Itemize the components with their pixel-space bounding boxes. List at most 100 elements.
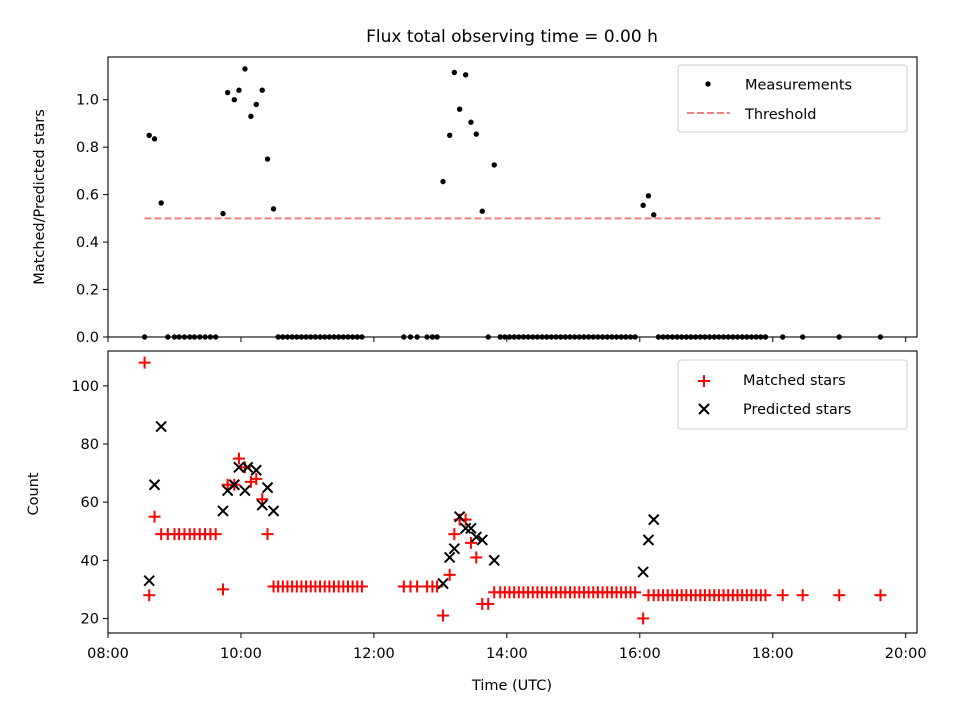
- matched-star-point: [874, 589, 887, 602]
- bottom-panel-frame: [107, 350, 918, 634]
- matched-star-point: [464, 536, 477, 549]
- predicted-star-point: [261, 481, 274, 494]
- matched-star-point: [759, 589, 772, 602]
- measurement-point: [264, 156, 271, 162]
- predicted-star-point: [488, 554, 500, 567]
- matched-star-point: [470, 551, 483, 564]
- matched-star-point: [250, 472, 263, 485]
- predicted-star-point: [256, 499, 268, 511]
- bottom-legend: Matched stars Predicted stars: [677, 359, 908, 430]
- top-y-tick-label: 0.2: [76, 283, 99, 299]
- predicted-star-point: [437, 577, 449, 590]
- x-tick-label: 12:00: [353, 646, 395, 662]
- legend-measurements-marker: [705, 81, 711, 87]
- predicted-star-point: [443, 551, 456, 564]
- top-y-tick-label: 0.4: [76, 235, 99, 251]
- measurement-point: [491, 162, 497, 168]
- predicted-star-point: [637, 566, 649, 578]
- measurement-point: [645, 193, 652, 199]
- predicted-star-point: [267, 505, 280, 517]
- top-y-axis-label: Matched/Predicted stars: [32, 109, 48, 285]
- predicted-star-point: [453, 511, 466, 523]
- measurement-point: [270, 206, 277, 212]
- top-y-tick-label: 0.8: [76, 140, 99, 156]
- matched-star-point: [833, 589, 846, 602]
- predicted-star-point: [217, 505, 229, 517]
- predicted-star-point: [476, 534, 488, 546]
- measurement-point: [146, 132, 152, 139]
- matched-star-point: [217, 583, 230, 596]
- legend-predicted-marker: [698, 403, 710, 415]
- measurement-point: [446, 132, 453, 139]
- top-panel-frame: [107, 56, 918, 338]
- bottom-y-tick-label: 40: [81, 553, 99, 569]
- top-panel-ticks: 0.0 0.2 0.4 0.6 0.8 1.0: [76, 93, 907, 346]
- predicted-star-point: [148, 479, 161, 491]
- matched-star-point: [261, 528, 274, 541]
- bottom-y-tick-label: 80: [81, 437, 99, 453]
- predicted-star-point: [233, 461, 245, 473]
- measurement-point: [151, 136, 158, 142]
- measurement-point: [220, 210, 226, 217]
- matched-star-point: [443, 568, 456, 581]
- measurement-point: [462, 72, 469, 78]
- bottom-y-tick-label: 20: [81, 611, 99, 627]
- matched-star-point: [256, 493, 269, 506]
- predicted-star-point: [448, 542, 461, 555]
- predicted-star-point: [648, 513, 660, 526]
- predicted-star-point: [470, 531, 482, 543]
- predicted-star-point: [642, 534, 655, 546]
- matched-star-point: [437, 609, 450, 622]
- measurement-point: [468, 119, 474, 125]
- measurement-point: [231, 97, 238, 103]
- matched-star-point: [209, 528, 222, 541]
- legend-matched-label: Matched stars: [743, 373, 846, 389]
- top-panel: 0.0 0.2 0.4 0.6 0.8 1.0 Matched/Predicted sta…: [32, 56, 918, 346]
- x-axis-label: Time (UTC): [471, 678, 552, 694]
- legend-predicted-label: Predicted stars: [743, 402, 851, 418]
- measurement-point: [473, 131, 479, 137]
- matched-star-point: [448, 528, 461, 541]
- matched-star-point: [482, 597, 495, 610]
- top-legend-frame: [677, 64, 908, 133]
- predicted-star-point: [155, 420, 167, 433]
- x-tick-label: 18:00: [752, 646, 794, 662]
- predicted-star-point: [250, 464, 262, 476]
- measurement-point: [224, 89, 231, 96]
- bottom-y-tick-label: 60: [81, 495, 99, 511]
- predicted-star-point: [228, 479, 241, 491]
- bottom-y-axis-label: Count: [26, 472, 42, 515]
- x-tick-label: 14:00: [486, 646, 528, 662]
- bottom-panel-predicted-layer: [143, 420, 660, 590]
- measurement-point: [451, 69, 458, 76]
- measurement-point: [242, 66, 248, 72]
- measurement-point: [456, 106, 463, 112]
- top-y-tick-label: 0.6: [76, 188, 99, 204]
- bottom-y-tick-label: 100: [71, 379, 99, 395]
- measurement-point: [479, 208, 485, 214]
- top-legend: Measurements Threshold: [677, 64, 908, 133]
- bottom-panel: 20 40 60 80 100 08:00 10:00 12:00 14:00 16:00 18:0…: [26, 350, 927, 694]
- measurement-point: [248, 113, 254, 120]
- x-tick-label: 20:00: [885, 646, 927, 662]
- top-y-tick-label: 0.0: [76, 330, 99, 346]
- predicted-star-point: [239, 484, 251, 497]
- top-y-tick-label: 1.0: [76, 93, 99, 109]
- matched-star-point: [148, 510, 161, 523]
- matched-star-point: [629, 586, 642, 599]
- matched-star-point: [138, 356, 151, 369]
- chart-title: Flux total observing time = 0.00 h: [366, 27, 658, 47]
- matched-star-point: [637, 612, 650, 625]
- legend-measurements-label: Measurements: [745, 78, 852, 94]
- matched-star-point: [143, 589, 156, 602]
- measurement-point: [640, 202, 646, 209]
- measurement-point: [236, 87, 242, 93]
- measurement-point: [259, 87, 265, 93]
- bottom-panel-ticks: 20 40 60 80 100 08:00 10:00 12:00 14:00 16:00 18:0…: [71, 379, 926, 662]
- measurement-point: [158, 200, 164, 206]
- measurement-point: [651, 212, 657, 218]
- matched-star-point: [232, 452, 245, 465]
- predicted-star-point: [465, 522, 477, 535]
- x-tick-label: 16:00: [619, 646, 661, 662]
- x-tick-label: 08:00: [87, 646, 129, 662]
